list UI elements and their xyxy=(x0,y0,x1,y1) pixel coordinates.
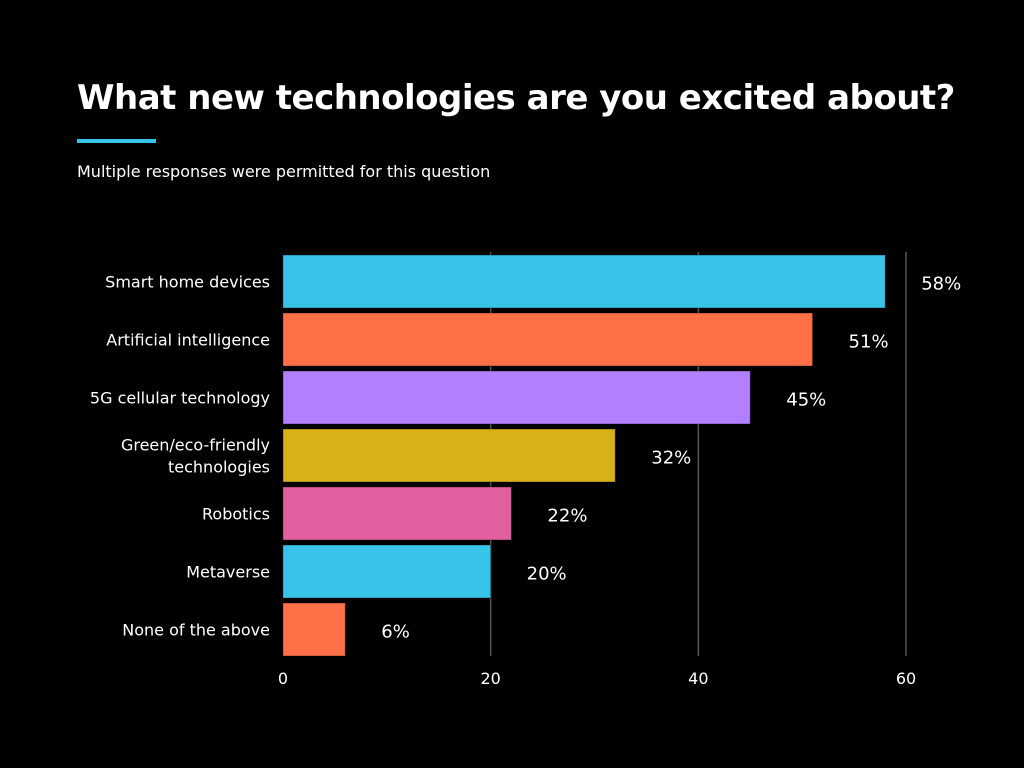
bar xyxy=(282,486,512,541)
bar xyxy=(282,544,492,599)
data-label: 20% xyxy=(527,564,567,585)
title-accent-line xyxy=(77,139,156,143)
category-label: 5G cellular technology xyxy=(90,389,270,408)
x-tick-label: 60 xyxy=(896,669,916,688)
x-tick-label: 20 xyxy=(480,669,500,688)
category-label: Robotics xyxy=(202,505,270,524)
data-label: 51% xyxy=(849,332,889,353)
bar xyxy=(282,370,751,425)
x-tick-label: 40 xyxy=(688,669,708,688)
bar xyxy=(282,312,814,367)
chart-title: What new technologies are you excited ab… xyxy=(77,78,955,118)
category-label: technologies xyxy=(168,458,270,477)
bar xyxy=(282,428,616,483)
x-tick-label: 0 xyxy=(278,669,288,688)
category-label: Artificial intelligence xyxy=(106,331,270,350)
data-label: 58% xyxy=(921,274,961,295)
category-label: None of the above xyxy=(122,621,270,640)
category-label: Green/eco-friendly xyxy=(121,436,270,455)
data-label: 45% xyxy=(786,390,826,411)
category-label: Smart home devices xyxy=(105,273,270,292)
bar xyxy=(282,254,886,309)
data-label: 6% xyxy=(381,622,410,643)
category-label: Metaverse xyxy=(186,563,270,582)
chart-subtitle: Multiple responses were permitted for th… xyxy=(77,162,491,181)
bar xyxy=(282,602,346,657)
data-label: 22% xyxy=(547,506,587,527)
data-label: 32% xyxy=(651,448,691,469)
